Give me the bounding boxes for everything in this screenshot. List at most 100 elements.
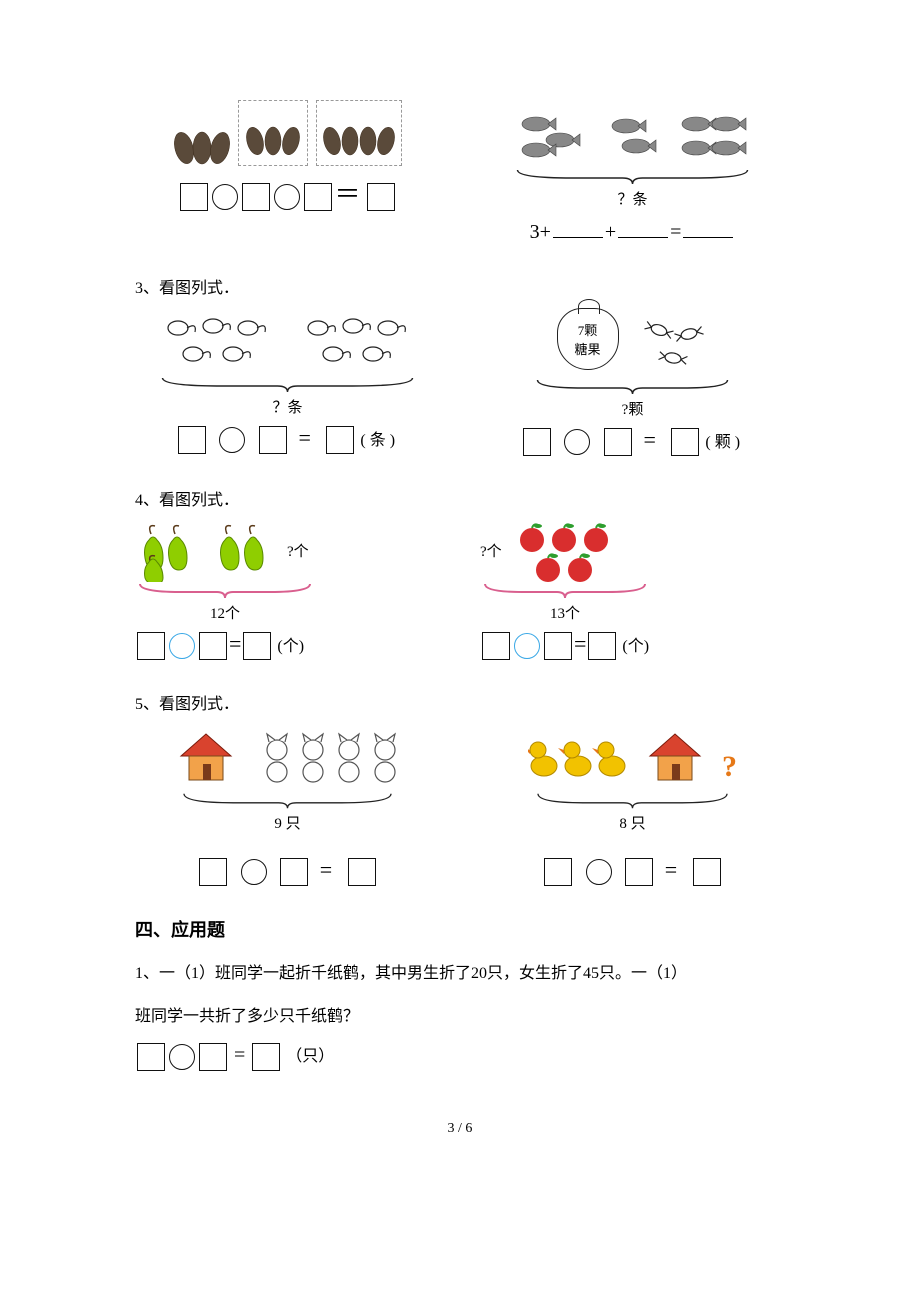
p5-left: 9 只 =: [135, 724, 440, 886]
p4-left-q: ?个: [287, 540, 309, 561]
p4-left: ?个 12个 =(个): [135, 520, 440, 660]
tadpoles-row: [135, 308, 440, 368]
p5-right-img: ?: [480, 724, 785, 784]
blank-underline[interactable]: [618, 217, 668, 238]
blank-square[interactable]: [137, 632, 165, 660]
fish-group: [678, 110, 748, 160]
unit-label: (个): [277, 638, 304, 655]
blank-square[interactable]: [178, 426, 206, 454]
section-4-title: 四、应用题: [135, 916, 785, 942]
bag-text: 糖果: [574, 339, 600, 358]
blank-square[interactable]: [588, 632, 616, 660]
p3-right: 7颗 糖果 ?颗 = (颗): [480, 308, 785, 456]
blank-underline[interactable]: [553, 217, 603, 238]
p4-right-q: ?个: [480, 540, 502, 561]
blank-square[interactable]: [243, 632, 271, 660]
fish-panel: ？条 3++=: [480, 100, 785, 244]
fish-group: [518, 110, 588, 160]
p5-left-total: 9 只: [135, 812, 440, 833]
house-icon: [644, 728, 706, 784]
unit-label: (个): [622, 638, 649, 655]
blank-square[interactable]: [199, 1043, 227, 1071]
blank-square[interactable]: [544, 632, 572, 660]
pears-row: ?个: [135, 520, 440, 582]
brace-wrap: 13个: [480, 582, 650, 623]
s4-equation: = （只）: [135, 1042, 785, 1070]
problem-3-title: 3、看图列式．: [135, 274, 785, 298]
s4-q1-line2: 班同学一共折了多少只千纸鹤？: [135, 999, 785, 1034]
tadpole-group: [303, 314, 413, 368]
unit-label: （只）: [286, 1048, 334, 1065]
brace-icon: [480, 168, 785, 186]
blank-square[interactable]: [180, 183, 208, 211]
blank-square[interactable]: [671, 428, 699, 456]
problem-5-title: 5、看图列式．: [135, 690, 785, 714]
p3-right-label: ?颗: [480, 398, 785, 419]
unit-label: (颗): [705, 434, 744, 451]
blank-square[interactable]: [544, 858, 572, 886]
problem-4-row: ?个 12个 =(个) ?个: [135, 520, 785, 660]
page: ＝: [0, 0, 920, 1177]
fish-equation: 3++=: [480, 217, 785, 244]
equation-blanks: ＝: [135, 174, 440, 211]
blank-square[interactable]: [693, 858, 721, 886]
p5-right-total: 8 只: [480, 812, 785, 833]
blank-square[interactable]: [604, 428, 632, 456]
problem-3-row: ？条 = (条) 7颗 糖果: [135, 308, 785, 456]
candy-row: 7颗 糖果: [480, 308, 785, 370]
blank-square[interactable]: [259, 426, 287, 454]
equation: =(个): [135, 631, 440, 660]
brace-icon: [135, 792, 440, 810]
blank-square[interactable]: [304, 183, 332, 211]
blank-square[interactable]: [523, 428, 551, 456]
equation: =: [135, 857, 440, 886]
problem-4-title: 4、看图列式．: [135, 486, 785, 510]
blank-circle[interactable]: [586, 859, 612, 885]
blank-circle[interactable]: [169, 1044, 195, 1070]
problem-5-row: 9 只 =: [135, 724, 785, 886]
blank-square[interactable]: [326, 426, 354, 454]
blank-circle[interactable]: [212, 184, 238, 210]
pear-group: [135, 520, 191, 582]
brace-icon: [480, 792, 785, 810]
blank-square[interactable]: [280, 858, 308, 886]
pinecones-image-row: [135, 100, 440, 166]
equation: =(个): [480, 631, 785, 660]
blank-circle[interactable]: [564, 429, 590, 455]
pinecones-panel: ＝: [135, 100, 440, 244]
tadpole-group: [163, 314, 273, 368]
question-mark-icon: ?: [722, 750, 737, 784]
p5-right: ? 8 只 =: [480, 724, 785, 886]
blank-square[interactable]: [199, 858, 227, 886]
pear-group: [211, 520, 267, 582]
house-icon: [175, 728, 237, 784]
candy-bag-icon: 7颗 糖果: [557, 308, 619, 370]
blank-circle[interactable]: [274, 184, 300, 210]
blank-square[interactable]: [482, 632, 510, 660]
equation: =: [480, 857, 785, 886]
cat-group: [261, 728, 401, 784]
p3-left: ？条 = (条): [135, 308, 440, 456]
blank-square[interactable]: [348, 858, 376, 886]
equation: = (颗): [480, 427, 785, 456]
blank-circle[interactable]: [514, 633, 540, 659]
blank-square[interactable]: [242, 183, 270, 211]
blank-square[interactable]: [199, 632, 227, 660]
blank-underline[interactable]: [683, 217, 733, 238]
eq-prefix: 3+: [530, 221, 551, 243]
blank-square[interactable]: [137, 1043, 165, 1071]
p5-left-img: [135, 724, 440, 784]
pinecone-group-box: [316, 100, 402, 166]
p4-right-total: 13个: [480, 602, 650, 623]
s4-q1-line1: 1、一（1）班同学一起折千纸鹤，其中男生折了20只，女生折了45只。一（1）: [135, 956, 785, 991]
p4-left-total: 12个: [135, 602, 315, 623]
blank-circle[interactable]: [169, 633, 195, 659]
brace-wrap: 12个: [135, 582, 315, 623]
pinecone-group-box: [238, 100, 308, 166]
blank-square[interactable]: [252, 1043, 280, 1071]
blank-square[interactable]: [367, 183, 395, 211]
blank-circle[interactable]: [219, 427, 245, 453]
brace-icon: [480, 378, 785, 396]
blank-square[interactable]: [625, 858, 653, 886]
blank-circle[interactable]: [241, 859, 267, 885]
